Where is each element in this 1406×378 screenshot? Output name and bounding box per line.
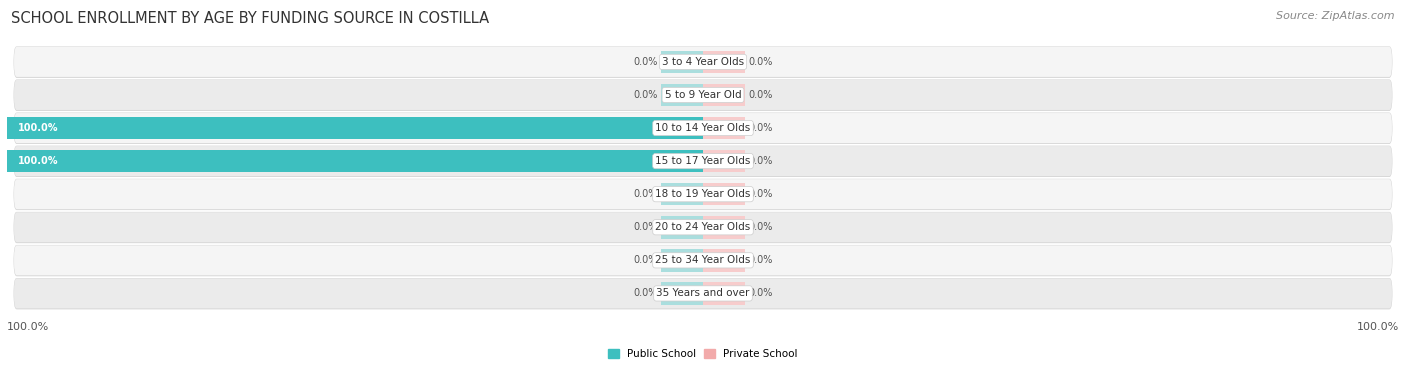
Bar — [703, 249, 745, 271]
FancyBboxPatch shape — [14, 146, 1392, 176]
Text: 0.0%: 0.0% — [748, 288, 773, 298]
Text: 100.0%: 100.0% — [7, 322, 49, 332]
Text: 0.0%: 0.0% — [748, 90, 773, 100]
Text: 0.0%: 0.0% — [748, 189, 773, 199]
Bar — [703, 150, 745, 172]
Text: SCHOOL ENROLLMENT BY AGE BY FUNDING SOURCE IN COSTILLA: SCHOOL ENROLLMENT BY AGE BY FUNDING SOUR… — [11, 11, 489, 26]
Bar — [703, 84, 745, 106]
Bar — [7, 117, 703, 139]
FancyBboxPatch shape — [14, 47, 1392, 78]
FancyBboxPatch shape — [14, 245, 1392, 276]
Text: 0.0%: 0.0% — [633, 57, 658, 67]
Text: 0.0%: 0.0% — [748, 57, 773, 67]
Text: 0.0%: 0.0% — [748, 156, 773, 166]
Text: 0.0%: 0.0% — [633, 90, 658, 100]
Bar — [703, 282, 745, 305]
Text: Source: ZipAtlas.com: Source: ZipAtlas.com — [1277, 11, 1395, 21]
Text: 0.0%: 0.0% — [633, 288, 658, 298]
Text: 10 to 14 Year Olds: 10 to 14 Year Olds — [655, 123, 751, 133]
Text: 100.0%: 100.0% — [17, 156, 58, 166]
Text: 25 to 34 Year Olds: 25 to 34 Year Olds — [655, 256, 751, 265]
Text: 5 to 9 Year Old: 5 to 9 Year Old — [665, 90, 741, 100]
Text: 0.0%: 0.0% — [748, 222, 773, 232]
Bar — [661, 216, 703, 239]
FancyBboxPatch shape — [14, 113, 1392, 143]
Text: 3 to 4 Year Olds: 3 to 4 Year Olds — [662, 57, 744, 67]
FancyBboxPatch shape — [14, 80, 1392, 111]
Legend: Public School, Private School: Public School, Private School — [605, 345, 801, 363]
Text: 0.0%: 0.0% — [633, 189, 658, 199]
Bar — [703, 117, 745, 139]
Text: 35 Years and over: 35 Years and over — [657, 288, 749, 298]
Text: 0.0%: 0.0% — [633, 256, 658, 265]
Bar — [661, 183, 703, 206]
Bar — [661, 84, 703, 106]
Bar — [7, 150, 703, 172]
Bar — [661, 282, 703, 305]
FancyBboxPatch shape — [14, 146, 1392, 177]
Text: 100.0%: 100.0% — [1357, 322, 1399, 332]
Text: 100.0%: 100.0% — [17, 123, 58, 133]
Bar — [661, 51, 703, 73]
FancyBboxPatch shape — [14, 179, 1392, 209]
FancyBboxPatch shape — [14, 212, 1392, 243]
FancyBboxPatch shape — [14, 245, 1392, 276]
FancyBboxPatch shape — [14, 80, 1392, 110]
Bar — [703, 216, 745, 239]
Text: 20 to 24 Year Olds: 20 to 24 Year Olds — [655, 222, 751, 232]
Text: 0.0%: 0.0% — [633, 222, 658, 232]
Text: 18 to 19 Year Olds: 18 to 19 Year Olds — [655, 189, 751, 199]
Bar — [661, 249, 703, 271]
Text: 15 to 17 Year Olds: 15 to 17 Year Olds — [655, 156, 751, 166]
FancyBboxPatch shape — [14, 212, 1392, 243]
FancyBboxPatch shape — [14, 47, 1392, 77]
FancyBboxPatch shape — [14, 278, 1392, 308]
Text: 0.0%: 0.0% — [748, 123, 773, 133]
FancyBboxPatch shape — [14, 278, 1392, 309]
Bar — [703, 51, 745, 73]
Bar — [703, 183, 745, 206]
FancyBboxPatch shape — [14, 179, 1392, 210]
Text: 0.0%: 0.0% — [748, 256, 773, 265]
FancyBboxPatch shape — [14, 113, 1392, 144]
